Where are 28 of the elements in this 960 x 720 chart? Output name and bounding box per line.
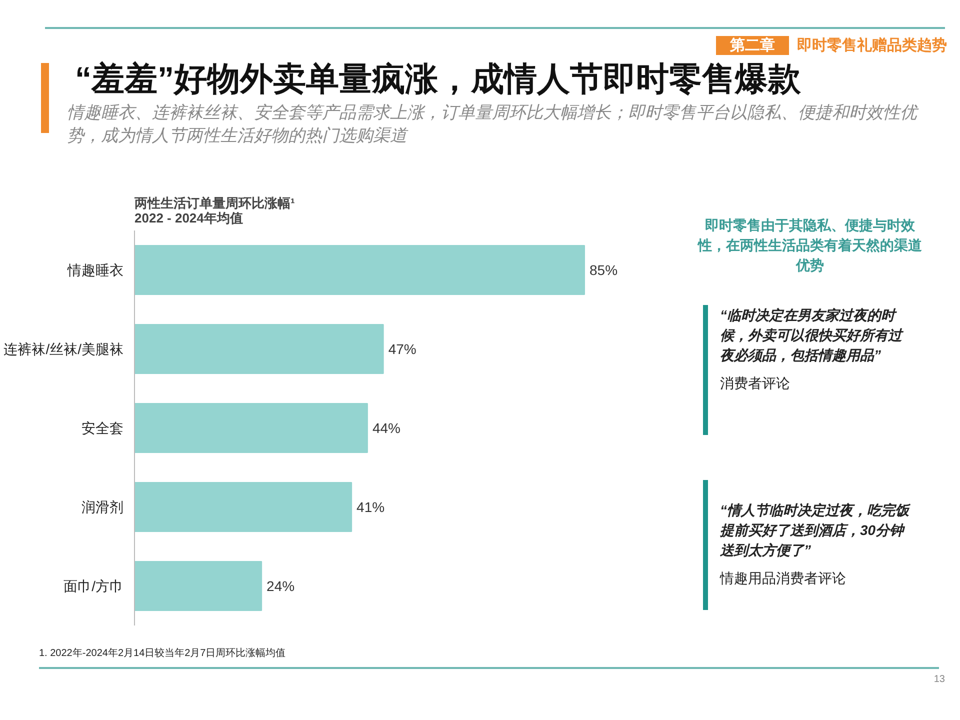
text: “情人节临时决定过夜，吃完饭提前买好了送到酒店，30分钟送到太方便了” (720, 501, 912, 560)
data-label: 85% (590, 262, 618, 278)
text: 13 (934, 673, 945, 687)
bar (134, 324, 384, 374)
bar (134, 482, 352, 532)
text: 两性生活订单量周环比涨幅¹ (134, 196, 295, 210)
data-label: 44% (372, 420, 400, 436)
text: 1. 2022年-2024年2月14日较当年2月7日周环比涨幅均值 (39, 647, 286, 661)
y-tick-label: 面巾/方巾 (64, 578, 124, 594)
bar (134, 245, 585, 295)
text: 2022 - 2024年均值 (134, 210, 243, 226)
data-label: 24% (266, 578, 295, 594)
y-tick-label: 安全套 (82, 420, 124, 436)
data-label: 47% (388, 341, 416, 357)
y-tick-label: 情趣睡衣 (66, 262, 124, 278)
text: 即时零售由于其隐私、便捷与时效性，在两性生活品类有着天然的渠道优势 (696, 216, 923, 275)
data-label: 41% (356, 499, 385, 515)
text: 消费者评论 (720, 374, 791, 393)
text: 情趣用品消费者评论 (720, 569, 847, 588)
y-tick-label: 连裤袜/丝袜/美腿袜 (4, 341, 124, 357)
text: 即时零售礼赠品类趋势 (797, 37, 947, 54)
bar (134, 561, 262, 611)
text: “临时决定在男友家过夜的时候，外卖可以很快买好所有过夜必须品，包括情趣用品” (720, 306, 904, 365)
text: 第二章 (716, 36, 789, 55)
y-tick-label: 润滑剂 (82, 499, 124, 515)
bar (134, 403, 368, 453)
chart-title: “羞羞”好物外卖单量疯涨，成情人节即时零售爆款 (75, 59, 801, 99)
chart-subtitle: 情趣睡衣、连裤袜丝袜、安全套等产品需求上涨，订单量周环比大幅增长；即时零售平台以隐私、便捷和时效性优势，成为情人节两性生活好物的热门选购渠道 (67, 102, 920, 147)
